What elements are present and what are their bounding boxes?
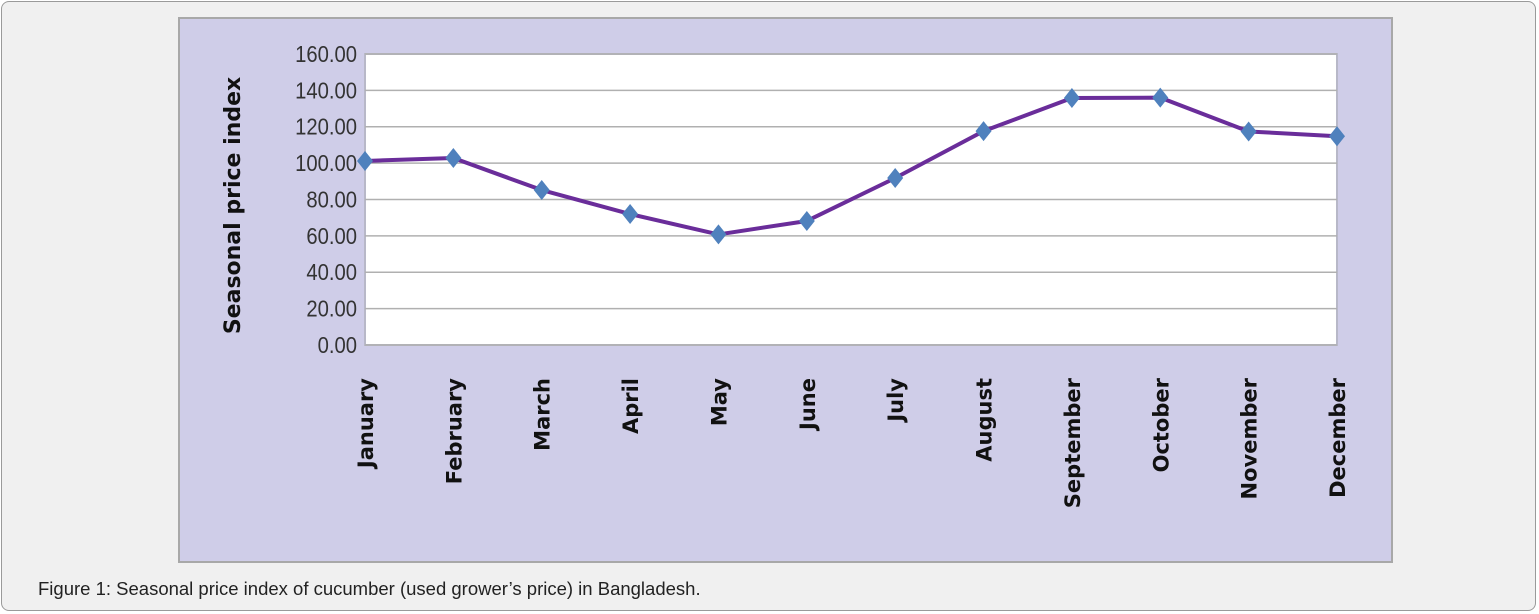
y-tick-label: 0.00 bbox=[318, 332, 357, 359]
x-tick-label: July bbox=[884, 378, 908, 424]
series-line bbox=[364, 95, 1338, 237]
y-tick-label: 160.00 bbox=[295, 41, 357, 68]
data-point-marker bbox=[975, 121, 992, 142]
data-point-marker bbox=[445, 148, 462, 169]
x-tick-label: March bbox=[531, 378, 555, 451]
data-point-marker bbox=[622, 204, 639, 225]
x-tick-label: May bbox=[707, 378, 731, 426]
x-tick-label: September bbox=[1061, 377, 1085, 508]
data-point-marker bbox=[1063, 88, 1080, 109]
x-tick-label: April bbox=[619, 378, 643, 434]
y-tick-label: 60.00 bbox=[306, 223, 357, 250]
x-tick-label: August bbox=[973, 378, 997, 462]
data-point-marker bbox=[710, 224, 727, 245]
data-point-marker bbox=[1329, 126, 1345, 147]
x-tick-label: June bbox=[796, 378, 820, 432]
y-tick-label: 80.00 bbox=[306, 186, 357, 213]
x-tick-label: January bbox=[354, 378, 378, 470]
y-tick-label: 140.00 bbox=[295, 77, 357, 104]
data-point-marker bbox=[1240, 121, 1257, 142]
data-point-marker bbox=[533, 180, 550, 201]
data-point-marker bbox=[798, 210, 815, 231]
data-point-marker bbox=[887, 168, 904, 189]
data-point-marker bbox=[357, 150, 373, 171]
x-tick-label: December bbox=[1326, 377, 1350, 498]
x-tick-label: October bbox=[1149, 377, 1173, 472]
y-tick-label: 120.00 bbox=[295, 114, 357, 141]
x-tick-label: February bbox=[442, 378, 466, 485]
y-axis-label: Seasonal price index bbox=[221, 77, 246, 334]
y-tick-label: 20.00 bbox=[306, 295, 357, 322]
figure-caption: Figure 1: Seasonal price index of cucumb… bbox=[38, 578, 701, 599]
y-tick-label: 40.00 bbox=[306, 259, 357, 286]
y-tick-label: 100.00 bbox=[295, 150, 357, 177]
data-point-marker bbox=[1152, 87, 1169, 108]
x-tick-label: November bbox=[1238, 377, 1262, 499]
